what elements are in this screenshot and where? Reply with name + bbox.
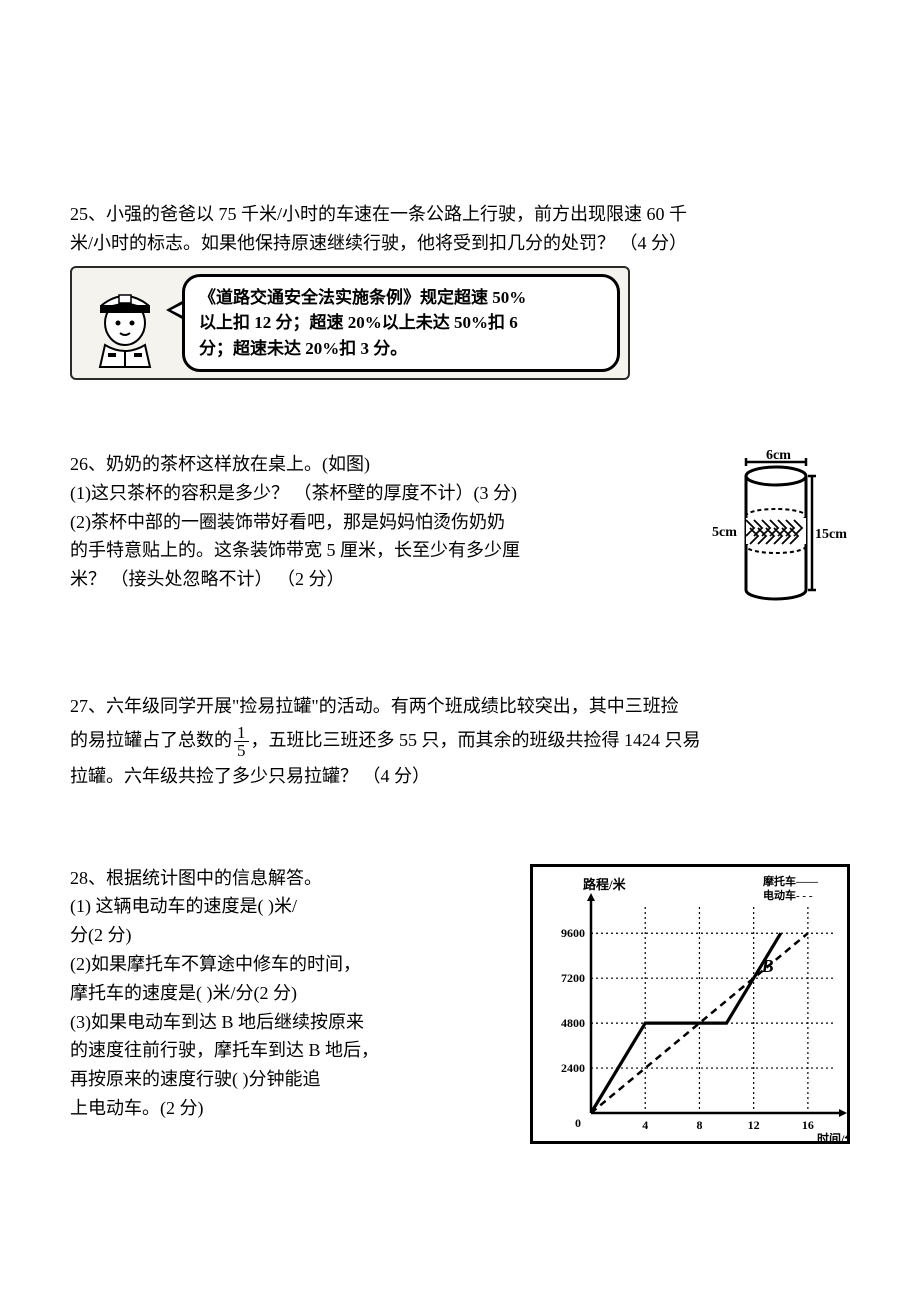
- police-officer-icon: [80, 275, 170, 370]
- q27-p2b: ，五班比三班还多 55 只，而其余的班级共捡得 1424 只易: [251, 730, 701, 750]
- svg-text:B: B: [761, 956, 774, 976]
- svg-text:12: 12: [748, 1118, 760, 1132]
- svg-text:摩托车——: 摩托车——: [763, 874, 819, 888]
- svg-text:4800: 4800: [561, 1016, 585, 1030]
- q27-p1: 六年级同学开展"捡易拉罐"的活动。有两个班成绩比较突出，其中三班捡: [106, 696, 679, 716]
- q26-figure: 6cm 5cm 15cm: [710, 450, 850, 619]
- q26-l1: (1)这只茶杯的容积是多少？ （茶杯壁的厚度不计）(3 分): [70, 483, 517, 503]
- question-28: 28、根据统计图中的信息解答。 (1) 这辆电动车的速度是( )米/ 分(2 分…: [70, 864, 850, 1153]
- q28-l6: 的速度往前行驶，摩托车到达 B 地后，: [70, 1040, 379, 1060]
- speech-bubble: 《道路交通安全法实施条例》规定超速 50% 以上扣 12 分；超速 20%以上未…: [182, 274, 620, 373]
- q27-p3: 拉罐。六年级共捡了多少只易拉罐？ （4 分）: [70, 766, 430, 786]
- q28-l5: (3)如果电动车到达 B 地后继续按原来: [70, 1012, 364, 1032]
- teacup-icon: 6cm 5cm 15cm: [710, 450, 850, 610]
- cup-band-pattern: [746, 518, 806, 544]
- q28-text: 28、根据统计图中的信息解答。 (1) 这辆电动车的速度是( )米/ 分(2 分…: [70, 864, 510, 1123]
- q26-l2: (2)茶杯中部的一圈装饰带好看吧，那是妈妈怕烫伤奶奶: [70, 512, 505, 532]
- frac-num: 1: [234, 724, 249, 742]
- svg-text:电动车- - -: 电动车- - -: [763, 888, 813, 902]
- bubble-l2: 以上扣 12 分；超速 20%以上未达 50%扣 6: [199, 313, 518, 332]
- q27-number: 27、: [70, 696, 106, 716]
- q28-l8: 上电动车。(2 分): [70, 1098, 204, 1118]
- q25-text: 25、小强的爸爸以 75 千米/小时的车速在一条公路上行驶，前方出现限速 60 …: [70, 200, 850, 258]
- bubble-l3: 分；超速未达 20%扣 3 分。: [199, 339, 407, 358]
- distance-time-chart: 路程/米 摩托车——电动车- - - 2400 4800 7200 9600 4 8 12 16时…: [530, 864, 850, 1144]
- q28-l4: 摩托车的速度是( )米/分(2 分): [70, 983, 297, 1003]
- svg-text:路程/米: 路程/米: [583, 877, 627, 892]
- q28-number: 28、: [70, 868, 106, 888]
- speech-bubble-wrap: 《道路交通安全法实施条例》规定超速 50% 以上扣 12 分；超速 20%以上未…: [182, 274, 620, 373]
- q26-l4: 米？ （接头处忽略不计） （2 分）: [70, 569, 345, 589]
- q26-intro: 奶奶的茶杯这样放在桌上。(如图): [106, 454, 370, 474]
- svg-text:4: 4: [642, 1118, 648, 1132]
- frac-den: 5: [234, 742, 249, 759]
- q26-l3: 的手特意贴上的。这条装饰带宽 5 厘米，长至少有多少厘: [70, 540, 520, 560]
- q28-l3: (2)如果摩托车不算途中修车的时间，: [70, 954, 361, 974]
- q28-l7: 再按原来的速度行驶( )分钟能追: [70, 1069, 321, 1089]
- svg-text:时间/分: 时间/分: [817, 1131, 850, 1144]
- cup-diameter-label: 6cm: [766, 450, 791, 463]
- q25-line2: 米/小时的标志。如果他保持原速继续行驶，他将受到扣几分的处罚？ （4 分）: [70, 233, 687, 253]
- svg-text:2400: 2400: [561, 1061, 585, 1075]
- question-25: 25、小强的爸爸以 75 千米/小时的车速在一条公路上行驶，前方出现限速 60 …: [70, 200, 850, 380]
- q26-text: 26、奶奶的茶杯这样放在桌上。(如图) (1)这只茶杯的容积是多少？ （茶杯壁的…: [70, 450, 690, 594]
- bubble-l1: 《道路交通安全法实施条例》规定超速 50%: [199, 288, 526, 307]
- question-26: 26、奶奶的茶杯这样放在桌上。(如图) (1)这只茶杯的容积是多少？ （茶杯壁的…: [70, 450, 850, 619]
- q27-text: 27、六年级同学开展"捡易拉罐"的活动。有两个班成绩比较突出，其中三班捡 的易拉…: [70, 689, 850, 794]
- svg-text:7200: 7200: [561, 971, 585, 985]
- q26-number: 26、: [70, 454, 106, 474]
- cup-band-label: 5cm: [712, 525, 737, 540]
- q28-intro: 根据统计图中的信息解答。: [106, 868, 322, 888]
- q25-number: 25、: [70, 204, 106, 224]
- q27-p2a: 的易拉罐占了总数的: [70, 730, 232, 750]
- q25-line1: 小强的爸爸以 75 千米/小时的车速在一条公路上行驶，前方出现限速 60 千: [106, 204, 687, 224]
- svg-text:0: 0: [575, 1116, 581, 1130]
- q28-l1: (1) 这辆电动车的速度是( )米/: [70, 896, 297, 916]
- question-27: 27、六年级同学开展"捡易拉罐"的活动。有两个班成绩比较突出，其中三班捡 的易拉…: [70, 689, 850, 794]
- q28-l2: 分(2 分): [70, 925, 132, 945]
- q28-figure: 路程/米 摩托车——电动车- - - 2400 4800 7200 9600 4 8 12 16时…: [530, 864, 850, 1153]
- cup-height-label: 15cm: [815, 527, 847, 542]
- svg-text:16: 16: [802, 1118, 814, 1132]
- q25-info-box: 《道路交通安全法实施条例》规定超速 50% 以上扣 12 分；超速 20%以上未…: [70, 266, 630, 381]
- svg-text:8: 8: [696, 1118, 702, 1132]
- svg-text:9600: 9600: [561, 926, 585, 940]
- fraction-icon: 15: [234, 724, 249, 759]
